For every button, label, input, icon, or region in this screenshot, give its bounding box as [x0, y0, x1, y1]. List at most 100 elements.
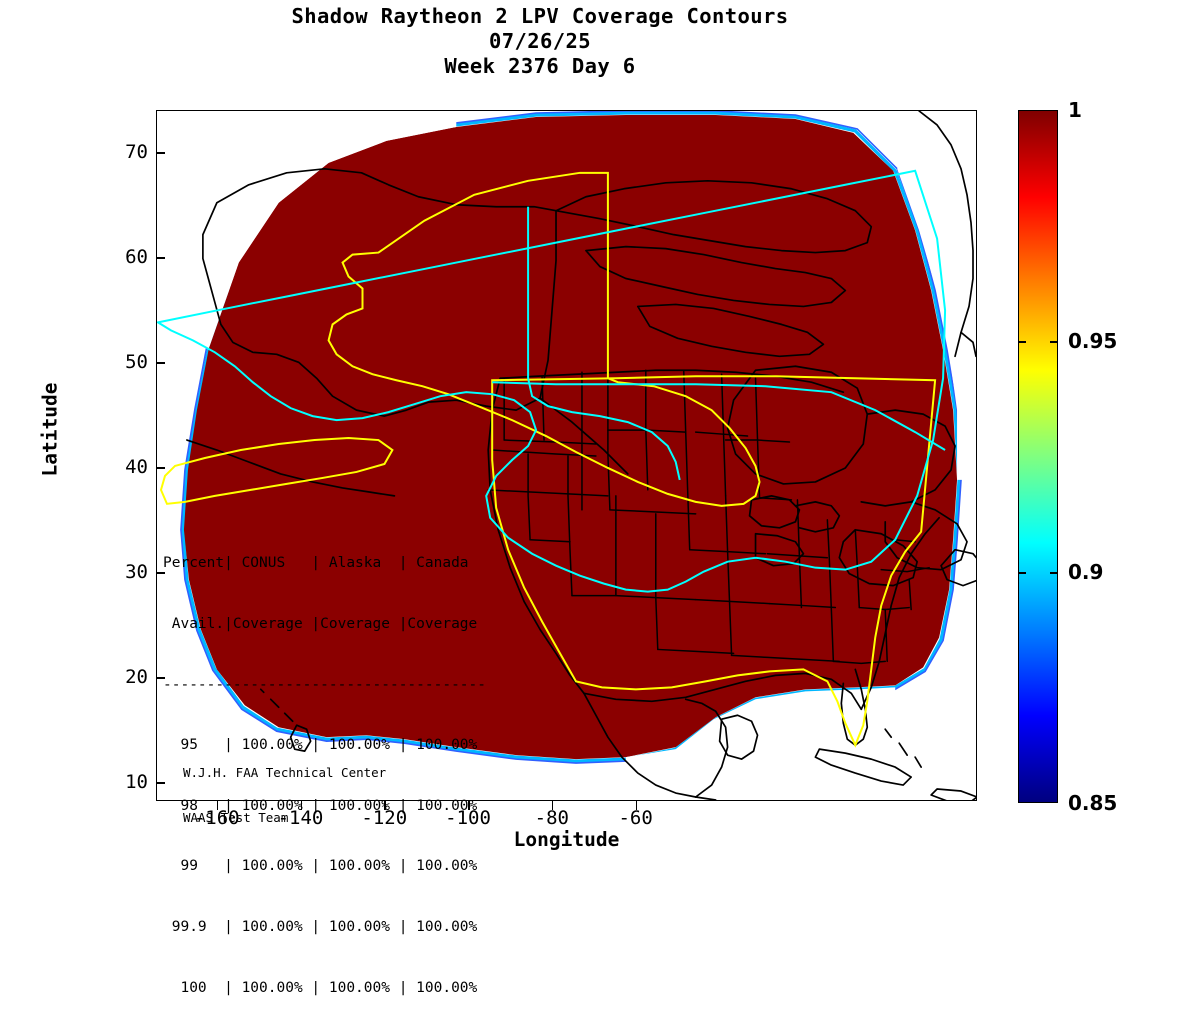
coastline-great-lakes-2: [794, 501, 841, 533]
credit-line-2: WAAS Test Team: [183, 810, 289, 825]
y-tick-mark: [156, 152, 165, 154]
colorbar-tick-mark: [1050, 341, 1058, 343]
stats-header-row-2: Avail.|Coverage |Coverage |Coverage: [163, 616, 478, 633]
colorbar-tick-label: 0.85: [1068, 791, 1118, 815]
colorbar-tick-label: 1: [1068, 98, 1082, 122]
table-row: 99 | 100.00% | 100.00% | 100.00%: [163, 858, 478, 875]
service-volume-alaska: [327, 171, 761, 507]
coastline-greenland: [918, 111, 974, 358]
chart-title-block: Shadow Raytheon 2 LPV Coverage Contours …: [0, 4, 1080, 79]
coverage-cut-southeast: [625, 687, 898, 800]
service-volume-canada-yukon-border: [527, 206, 681, 481]
y-tick-label: 40: [125, 456, 148, 479]
coastline-mexico: [583, 692, 697, 798]
service-volume-canada-conus-border: [492, 381, 946, 451]
y-tick-label: 50: [125, 351, 148, 374]
x-axis-title: Longitude: [513, 828, 620, 851]
y-tick-label: 30: [125, 561, 148, 584]
coastline-canada-arctic-2: [585, 245, 847, 308]
x-tick-label: -120: [361, 807, 408, 829]
service-volume-conus: [491, 375, 937, 748]
y-axis-title: Latitude: [38, 382, 62, 477]
table-row: 95 | 100.00% | 100.00% | 100.00%: [163, 737, 478, 754]
colorbar-tick-mark: [1050, 572, 1058, 574]
coastline-hawaii-3: [283, 712, 294, 723]
coastline-bahamas-3: [914, 756, 922, 768]
stats-header-row-1: Percent| CONUS | Alaska | Canada: [163, 555, 469, 572]
colorbar-gradient: [1019, 111, 1057, 802]
coastline-alaska-panhandle: [539, 397, 629, 475]
coastline-bahamas-2: [898, 742, 909, 756]
coastline-canada-east: [860, 409, 956, 507]
x-tick-mark: [635, 801, 638, 810]
y-tick-label: 60: [125, 246, 148, 269]
x-tick-label: -140: [277, 807, 324, 829]
colorbar-container: 1 0.95 0.9 0.85: [1018, 98, 1117, 815]
y-axis-ticks: 10 20 30 40 50 60 70: [80, 110, 148, 801]
credit-line-1: W.J.H. FAA Technical Center: [183, 765, 387, 780]
coastline-central-america: [694, 796, 717, 800]
coastline-hispaniola: [930, 788, 976, 800]
coverage-cut-northwest: [157, 111, 457, 349]
stats-separator: -------------------------------------: [163, 676, 487, 693]
coverage-cut-mexico: [157, 709, 417, 800]
coastline-labrador: [884, 501, 968, 571]
coverage-cut-northeast-sea: [897, 111, 976, 480]
y-tick-mark: [156, 782, 165, 784]
table-row: 99.9 | 100.00% | 100.00% | 100.00%: [163, 919, 478, 936]
map-plot-area: [156, 110, 977, 801]
title-line-1: Shadow Raytheon 2 LPV Coverage Contours: [291, 4, 789, 28]
coastline-layer: [186, 111, 976, 800]
coastline-aleutians: [186, 439, 396, 497]
coastline-canada-arctic-1: [555, 179, 873, 254]
y-tick-mark: [156, 467, 165, 469]
us-state-borders: [487, 369, 930, 665]
y-tick-mark: [156, 677, 165, 679]
x-tick-mark: [300, 801, 303, 810]
coastline-conus-south: [583, 672, 863, 711]
y-tick-label: 20: [125, 666, 148, 689]
coastline-bahamas: [884, 728, 893, 739]
x-tick-mark: [551, 801, 554, 810]
x-tick-label: -80: [534, 807, 569, 829]
x-tick-mark: [216, 801, 219, 810]
coastline-hawaii-2: [269, 698, 280, 709]
table-row: 100 | 100.00% | 100.00% | 100.00%: [163, 979, 478, 996]
colorbar-tick-label: 0.9: [1068, 560, 1104, 584]
coastline-mexico-east: [684, 698, 729, 798]
x-tick-mark: [468, 801, 470, 810]
coastline-yucatan: [718, 714, 759, 760]
colorbar-tick-mark: [1018, 341, 1026, 343]
coastline-hawaii-1: [259, 688, 265, 694]
y-tick-mark: [156, 257, 165, 259]
coastline-gulf-stlawrence: [838, 528, 918, 587]
table-row: 98 | 100.00% | 100.00% | 100.00%: [163, 797, 478, 814]
colorbar-tick-mark: [1018, 572, 1026, 574]
coverage-region-100: [183, 114, 958, 760]
x-tick-label: -60: [618, 807, 653, 829]
service-volume-canada: [157, 169, 947, 593]
colorbar: [1018, 110, 1058, 803]
coastline-newfoundland: [940, 548, 976, 587]
colorbar-tick-label: 0.95: [1068, 329, 1118, 353]
coastline-hudson-bay: [726, 365, 869, 485]
coastline-greenland-2: [960, 331, 976, 358]
title-line-3: Week 2376 Day 6: [444, 54, 636, 78]
y-tick-mark: [156, 572, 165, 574]
y-tick-mark: [156, 362, 165, 364]
service-volume-alaska-aleutian: [159, 437, 394, 505]
coastline-conus-east: [860, 516, 940, 711]
coastline-conus-west: [487, 377, 585, 695]
x-tick-label: -160: [193, 807, 240, 829]
title-line-2: 07/26/25: [489, 29, 591, 53]
y-tick-label: 10: [125, 771, 148, 794]
coastline-cuba: [814, 748, 913, 786]
coastline-canada-arctic-3: [636, 303, 825, 358]
x-axis-ticks: -160 -140 -120 -100 -80 -60: [156, 801, 977, 841]
coastline-great-lakes: [748, 495, 801, 529]
y-tick-label: 70: [125, 141, 148, 163]
x-tick-label: -100: [445, 807, 491, 829]
coverage-contour-fill: [157, 111, 976, 800]
credit-block: W.J.H. FAA Technical Center WAAS Test Te…: [183, 735, 386, 840]
coastline-conus-north: [499, 369, 845, 394]
